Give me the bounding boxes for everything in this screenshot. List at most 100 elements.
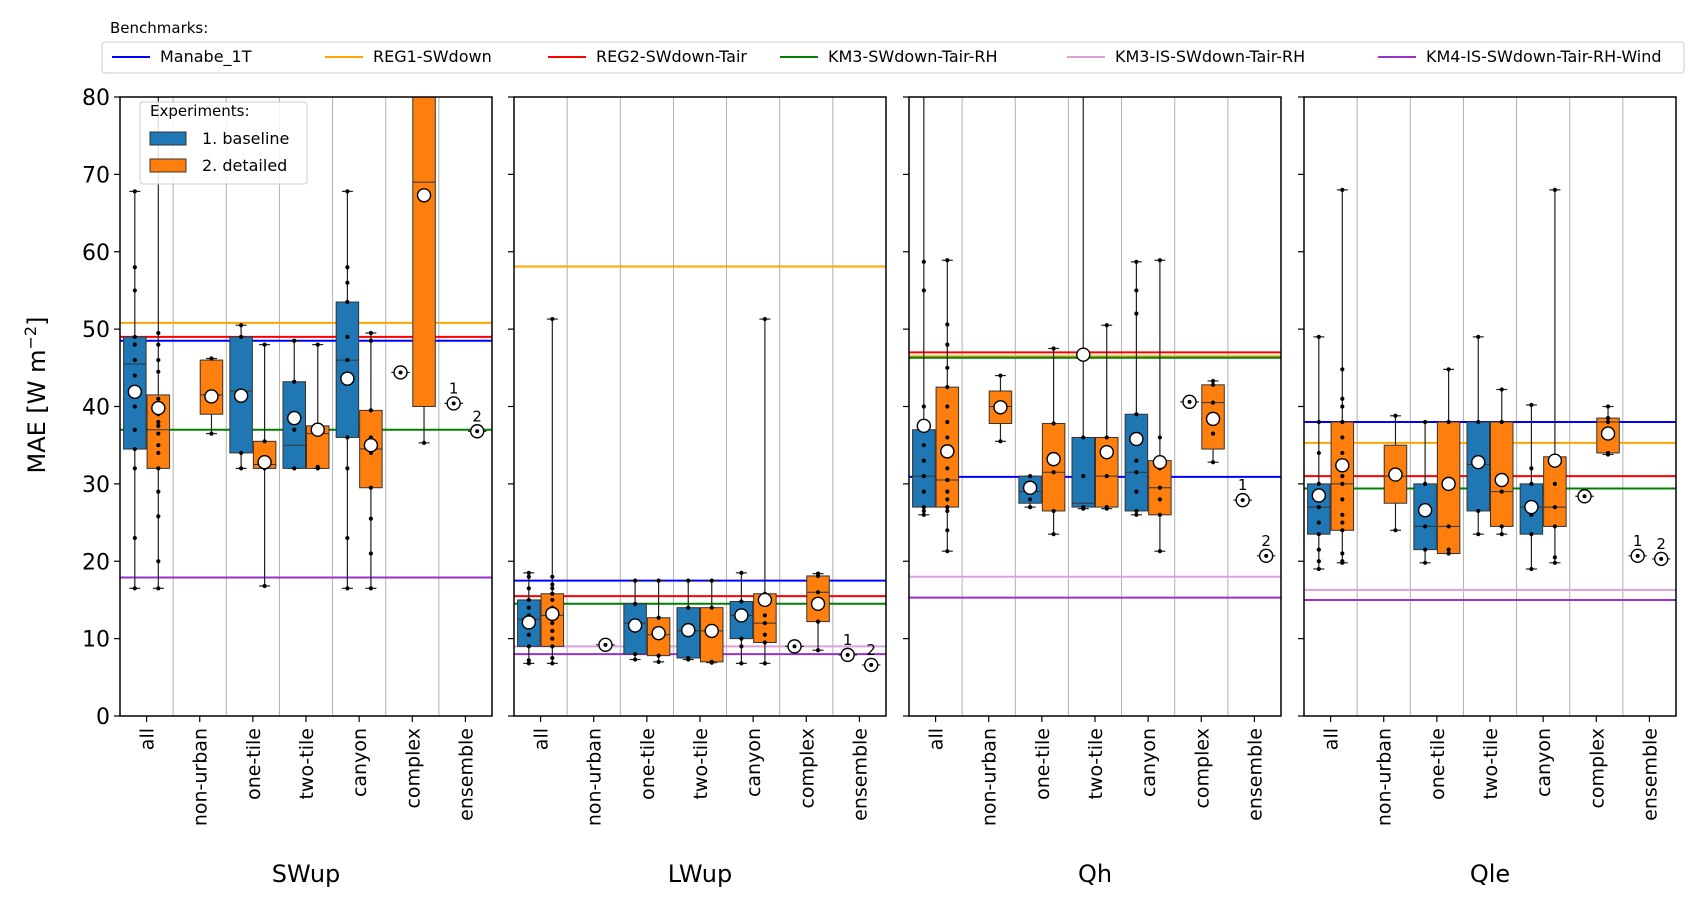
box-two-tile-detailed xyxy=(1490,387,1514,537)
box-ensemble-detailed: 2 xyxy=(467,407,487,439)
y-tick-label: 60 xyxy=(82,241,110,266)
data-point xyxy=(945,504,950,510)
x-tick-label: non-urban xyxy=(584,728,606,826)
box-canyon-baseline xyxy=(729,570,754,666)
data-point xyxy=(1081,504,1086,510)
x-tick-label: all xyxy=(531,728,553,750)
ensemble-label: 2 xyxy=(1261,532,1271,550)
data-point xyxy=(921,508,926,514)
box-non-urban-detailed xyxy=(596,637,615,653)
data-point xyxy=(845,652,850,657)
data-point xyxy=(1316,504,1321,510)
box-ensemble-baseline: 1 xyxy=(1628,532,1647,564)
y-tick-label: 10 xyxy=(82,628,110,653)
x-tick-label: canyon xyxy=(1138,728,1160,797)
panel-plot-area: 12 xyxy=(120,97,492,591)
data-point xyxy=(739,599,744,604)
data-point xyxy=(1423,547,1428,552)
box-one-tile-detailed xyxy=(646,578,671,664)
data-point xyxy=(1134,470,1139,475)
data-point xyxy=(550,597,555,603)
data-point xyxy=(1552,481,1557,486)
data-point xyxy=(1104,323,1109,328)
data-point xyxy=(345,586,350,591)
data-point xyxy=(762,661,767,666)
mean-marker xyxy=(1524,499,1539,515)
data-point xyxy=(1316,334,1321,339)
data-point xyxy=(686,655,691,661)
data-point xyxy=(633,657,638,662)
data-point xyxy=(1635,553,1640,558)
mean-marker xyxy=(310,422,325,437)
panel-xlabel: Qle xyxy=(1470,860,1510,888)
x-tick-label: one-tile xyxy=(637,728,659,800)
panel-xlabel: SWup xyxy=(272,860,341,888)
data-point xyxy=(1340,474,1345,479)
data-point xyxy=(1210,382,1216,387)
panel-xlabel: Qh xyxy=(1078,860,1112,888)
data-point xyxy=(1051,346,1056,351)
data-point xyxy=(998,439,1003,444)
data-point xyxy=(1104,474,1109,479)
data-point xyxy=(156,431,161,436)
data-point xyxy=(526,632,531,637)
data-point xyxy=(762,640,767,645)
box-two-tile-baseline xyxy=(676,578,700,662)
data-point xyxy=(1529,481,1534,486)
x-tick-label: two-tile xyxy=(296,728,318,800)
data-point xyxy=(239,323,244,328)
data-point xyxy=(945,322,950,327)
data-point xyxy=(1157,435,1162,440)
data-point xyxy=(1134,512,1139,517)
mean-marker xyxy=(916,418,932,434)
data-point xyxy=(550,586,555,591)
data-point xyxy=(345,280,350,285)
benchmark-legend-label: KM3-SWdown-Tair-RH xyxy=(828,47,998,66)
box-one-tile-baseline xyxy=(1018,474,1042,510)
data-point xyxy=(156,586,161,591)
data-point xyxy=(709,659,714,664)
data-point xyxy=(550,661,555,666)
data-point xyxy=(945,497,950,502)
mean-marker xyxy=(627,618,643,633)
box-two-tile-detailed xyxy=(306,342,330,471)
data-point xyxy=(815,590,821,595)
data-point xyxy=(945,508,950,514)
data-point xyxy=(792,644,797,649)
data-point xyxy=(603,642,608,647)
data-point xyxy=(1605,450,1611,456)
x-tick-label: complex xyxy=(1191,728,1213,809)
data-point xyxy=(1552,187,1557,192)
x-tick-label: canyon xyxy=(743,728,765,797)
box-canyon-detailed xyxy=(753,316,777,666)
data-point xyxy=(156,396,161,401)
data-point xyxy=(1157,497,1162,502)
data-point xyxy=(550,621,555,626)
data-point xyxy=(132,404,137,409)
data-point xyxy=(1605,419,1611,425)
data-point xyxy=(1340,520,1345,525)
benchmark-legend-label: REG2-SWdown-Tair xyxy=(596,47,747,66)
data-point xyxy=(1316,532,1321,537)
x-tick-label: complex xyxy=(1586,728,1608,809)
x-tick-label: canyon xyxy=(1533,728,1555,797)
panel-lwup: 12 all non-urban one-tile two-tile canyon comp… xyxy=(508,96,887,888)
mean-marker xyxy=(1152,455,1168,470)
ensemble-label: 1 xyxy=(449,379,459,397)
box-canyon-baseline xyxy=(1519,402,1544,572)
iqr-box xyxy=(1041,423,1066,512)
data-point xyxy=(921,288,926,293)
data-point xyxy=(1423,481,1428,486)
benchmark-legend: Benchmarks: Manabe_1T REG1-SWdown REG2-SWd… xyxy=(101,19,1685,74)
data-point xyxy=(550,644,555,649)
data-point xyxy=(1316,419,1321,425)
mean-marker xyxy=(1099,444,1114,460)
data-point xyxy=(709,578,714,583)
data-point xyxy=(945,258,950,263)
data-point xyxy=(1081,435,1086,440)
data-point xyxy=(1529,466,1534,471)
data-point xyxy=(815,648,821,653)
data-point xyxy=(1499,419,1504,425)
